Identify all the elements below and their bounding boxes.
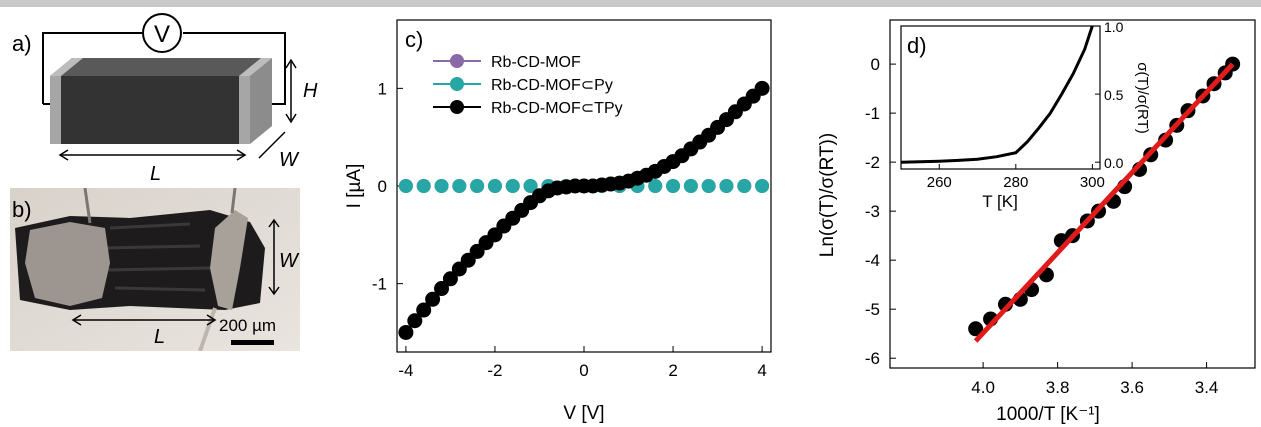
dim-l-label: L — [150, 163, 161, 185]
data-point-series-2 — [417, 179, 431, 193]
device-body — [61, 76, 239, 144]
data-point-series-2 — [506, 179, 520, 193]
inset-y-tick-label: 1.0 — [1104, 19, 1124, 35]
data-point-series-2 — [666, 179, 680, 193]
y-tick-label: 1 — [378, 79, 387, 98]
inset-x-axis-label: T [K] — [982, 192, 1018, 211]
y-tick-label: -3 — [865, 202, 880, 221]
legend-entry: Rb-CD-MOF — [491, 54, 581, 71]
y-tick-label: 0 — [871, 55, 880, 74]
panel-b-label: b) — [12, 197, 32, 222]
x-tick-label: -2 — [487, 361, 502, 380]
y-tick-label: -1 — [372, 275, 387, 294]
x-tick-label: 3.4 — [1195, 378, 1219, 397]
y-axis-label: I [µA] — [344, 164, 365, 209]
inset-frame — [901, 26, 1100, 169]
data-point-series-2 — [435, 179, 449, 193]
data-point-series-2 — [737, 179, 751, 193]
y-axis-label: Ln(σ(T)/σ(RT)) — [817, 133, 838, 257]
dim-w-label-b: W — [279, 250, 300, 272]
x-axis-label: V [V] — [563, 403, 604, 424]
voltmeter-symbol: V — [154, 21, 170, 48]
dim-w-label: W — [279, 149, 300, 171]
x-tick-label: 2 — [668, 361, 677, 380]
legend: Rb-CD-MOF Rb-CD-MOF⊂Py Rb-CD-MOF⊂TPy — [433, 54, 623, 117]
x-tick-label: 4.0 — [971, 378, 995, 397]
data-point-series-3 — [755, 81, 770, 96]
inset-x-tick-label: 280 — [1003, 174, 1028, 191]
panel-d-label: d) — [907, 33, 927, 58]
x-tick-label: -4 — [398, 361, 413, 380]
data-point-series-2 — [684, 179, 698, 193]
legend-marker — [450, 100, 464, 114]
x-tick-label: 4 — [757, 361, 766, 380]
data-point-series-2 — [488, 179, 502, 193]
left-contact — [50, 76, 61, 144]
iv-chart: c) -4 -2 0 2 4-101 Rb-CD-MOFRb-CD-MOF⊂PyRb-C… — [340, 10, 790, 427]
right-contact — [239, 76, 250, 144]
y-tick-label: -4 — [865, 251, 880, 270]
scale-bar — [231, 340, 274, 345]
y-tick-label: -1 — [865, 104, 880, 123]
panel-a-label: a) — [12, 31, 32, 56]
legend-marker — [450, 77, 464, 91]
dim-h-label: H — [303, 80, 318, 102]
legend-entry: Rb-CD-MOF⊂Py — [491, 77, 613, 94]
device-top-face — [50, 58, 272, 76]
inset-x-tick-label: 260 — [927, 174, 952, 191]
data-point-series-2 — [719, 179, 733, 193]
data-point-series-2 — [755, 179, 769, 193]
legend-entry: Rb-CD-MOF⊂TPy — [491, 100, 623, 117]
data-point-series-2 — [702, 179, 716, 193]
y-tick-label: 0 — [378, 177, 387, 196]
inset-y-axis-label: σ(T)/σ(RT) — [1134, 62, 1151, 134]
x-tick-label: 0 — [579, 361, 588, 380]
panel-c-label: c) — [405, 27, 423, 52]
x-tick-label: 3.8 — [1046, 378, 1070, 397]
panel-a-schematic: a) V H W L — [0, 0, 345, 190]
inset-y-tick-label: 0.5 — [1104, 87, 1124, 103]
legend-marker — [450, 54, 464, 68]
y-tick-label: -5 — [865, 300, 880, 319]
y-tick-label: -2 — [865, 153, 880, 172]
scale-bar-label: 200 µm — [219, 316, 276, 335]
x-axis-label: 1000/T [K⁻¹] — [996, 404, 1100, 425]
data-point-series-2 — [452, 179, 466, 193]
data-point-series-2 — [399, 179, 413, 193]
dim-l-label-b: L — [154, 326, 165, 348]
inset-y-tick-label: 0.0 — [1104, 155, 1124, 171]
arrhenius-chart: 4.0 3.8 3.6 3.4 0 -1 -2 -3 -4 -5 -6 1000/T [K⁻¹] L… — [808, 10, 1261, 427]
y-tick-label: -6 — [865, 349, 880, 368]
data-point-series-2 — [470, 179, 484, 193]
x-tick-label: 3.6 — [1120, 378, 1144, 397]
panel-b-overlay: b) W L 200 µm — [0, 185, 310, 355]
inset-x-tick-label: 300 — [1080, 174, 1105, 191]
